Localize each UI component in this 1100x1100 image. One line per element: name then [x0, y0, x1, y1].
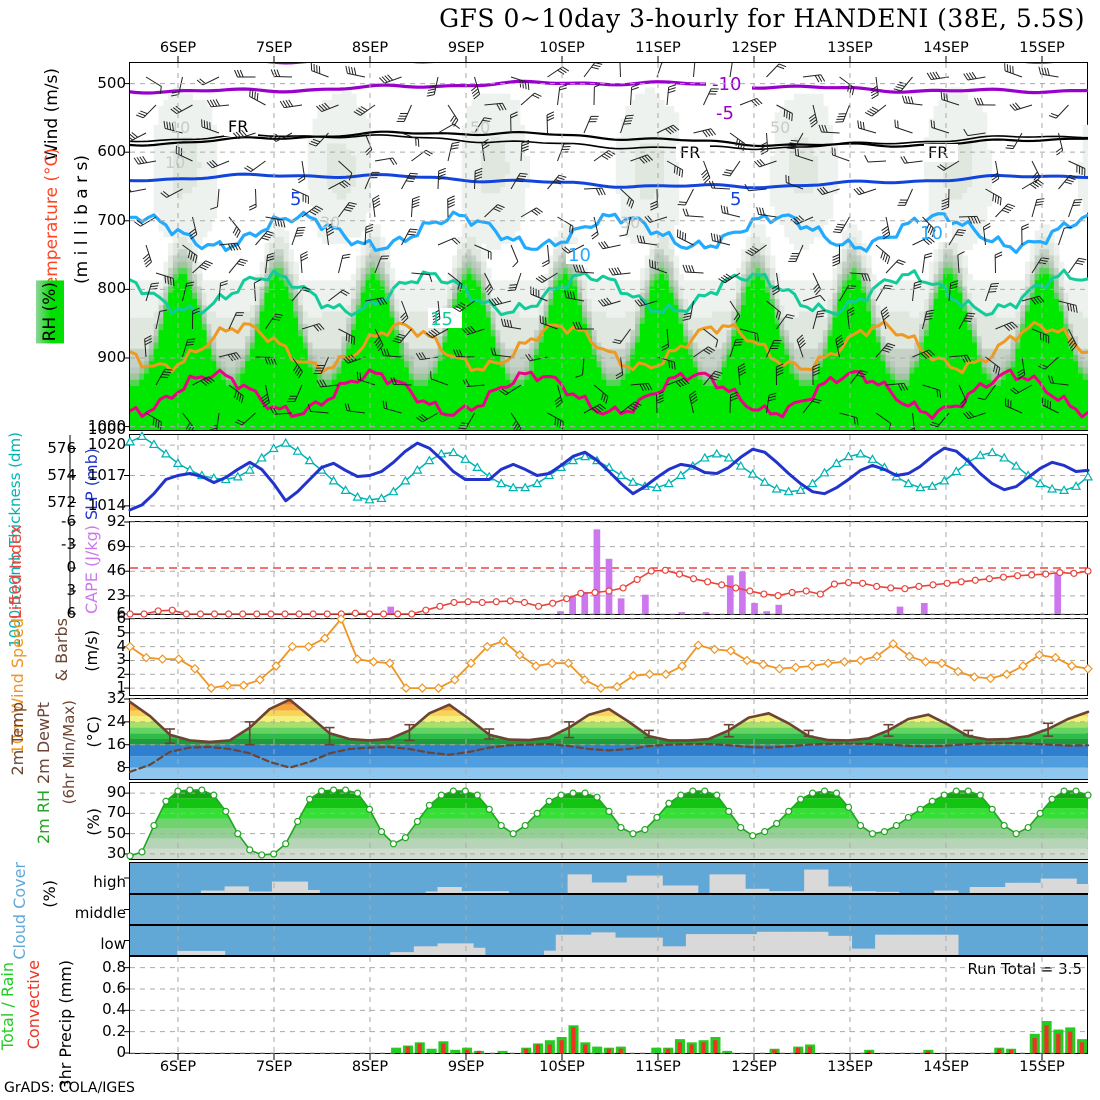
time-axis-label: 9SEP [447, 40, 485, 56]
axis-tick-label: 700 [97, 210, 126, 229]
axis-tick-label: 46 [106, 561, 126, 580]
label-minmax: (6hr Min/Max) [60, 700, 78, 805]
label-rh-text: RH (%) [40, 282, 60, 342]
axis-tick-label: 0.6 [102, 979, 126, 997]
time-axis-label: 10SEP [539, 1059, 585, 1075]
panel-cape-lifted-index [129, 521, 1088, 615]
label-cloud-cover: Cloud Cover [10, 862, 29, 960]
cloud-level-label: low [100, 935, 126, 953]
label-millibars: (m i l l i b a r s) [72, 155, 92, 285]
axis-tick-label: 1017 [87, 465, 126, 484]
label-temperature: Temperature (°C) [42, 148, 62, 295]
time-axis-label: 9SEP [447, 1059, 485, 1075]
panel-cloud-low [129, 925, 1088, 956]
time-axis-label: 8SEP [351, 1059, 389, 1075]
axis-tick-label: 24 [106, 711, 126, 730]
axis-tick-label: 0 [66, 558, 76, 576]
time-axis-label: 10SEP [539, 40, 585, 56]
time-axis-label: 11SEP [635, 40, 681, 56]
time-axis-label: 14SEP [923, 40, 969, 56]
panel-precip [129, 956, 1088, 1054]
label-convective: Convective [24, 960, 43, 1050]
label-cape: CAPE (J/kg) [82, 525, 101, 614]
axis-tick-label: 30 [106, 843, 126, 862]
axis-tick-label: 0.2 [102, 1021, 126, 1040]
label-wind-barbs: & Barbs [52, 618, 71, 682]
time-axis-label: 7SEP [255, 40, 293, 56]
label-total-rain: Total / Rain [0, 962, 17, 1051]
time-axis-label: 15SEP [1019, 1059, 1065, 1075]
run-total-label: Run Total = 3.5 [967, 960, 1082, 978]
label-rh: RH (%) [36, 280, 64, 344]
axis-tick-label: 0.4 [102, 1000, 126, 1019]
time-axis-label: 13SEP [827, 40, 873, 56]
time-axis-label: 12SEP [731, 1059, 777, 1075]
label-2m-temp: 2m Temp [8, 702, 27, 776]
axis-tick-label: 8 [116, 757, 126, 776]
axis-tick-label: -6 [61, 512, 76, 530]
time-axis-label: 15SEP [1019, 40, 1065, 56]
panel-slp-thickness [129, 434, 1088, 517]
label-rh-units: (%) [84, 808, 103, 836]
axis-tick-label: 23 [106, 585, 126, 604]
label-2m-rh: 2m RH [34, 790, 53, 844]
panel-2m-rh [129, 782, 1088, 860]
cloud-level-label: high [93, 873, 126, 891]
time-axis-label: 12SEP [731, 40, 777, 56]
panel-2m-temp [129, 698, 1088, 780]
time-axis-label: 11SEP [635, 1059, 681, 1075]
axis-tick-label: 50 [106, 823, 126, 842]
time-axis-label: 8SEP [351, 40, 389, 56]
time-axis-label: 7SEP [255, 1059, 293, 1075]
page-title: GFS 0~10day 3-hourly for HANDENI (38E, 5… [439, 4, 1085, 33]
time-axis-label: 13SEP [827, 1059, 873, 1075]
axis-tick-label: 500 [97, 73, 126, 92]
axis-tick-label: 800 [97, 279, 126, 298]
axis-tick-label: 0 [116, 1043, 126, 1061]
axis-tick-label: 32 [106, 689, 126, 707]
axis-tick-label: -3 [61, 535, 76, 553]
axis-tick-label: 600 [97, 142, 126, 161]
axis-tick-label: 574 [47, 465, 76, 484]
label-wind-units: Wind (m/s) [42, 68, 62, 161]
panel-10m-wind [129, 618, 1088, 696]
panel-cloud-high [129, 862, 1088, 894]
time-axis-label: 14SEP [923, 1059, 969, 1075]
time-axis-label: 6SEP [159, 40, 197, 56]
time-axis-bottom: 6SEP 7SEP 8SEP 9SEP 10SEP 11SEP 12SEP 13SEP 14SE… [0, 1055, 1100, 1077]
label-temp-units: (°C) [84, 716, 103, 748]
panel-upper-air [129, 62, 1088, 431]
label-wind-ms: (m/s) [82, 630, 101, 672]
axis-tick-label: 70 [106, 803, 126, 822]
axis-tick-label: 3 [66, 581, 76, 599]
axis-tick-label: 576 [47, 438, 76, 457]
label-cloud-units: (%) [40, 880, 59, 908]
axis-tick-label: 572 [47, 492, 76, 511]
time-axis-top: 6SEP 7SEP 8SEP 9SEP 10SEP 11SEP 12SEP 13SEP 14SE… [0, 40, 1100, 62]
panel-cloud-middle [129, 894, 1088, 925]
label-2m-dewpt: 2m DewPt [34, 702, 53, 785]
label-lifted-index: Lifted Index [6, 525, 25, 620]
credit-label: GrADS: COLA/IGES [4, 1080, 135, 1096]
axis-tick-label: 69 [106, 536, 126, 555]
axis-tick-label: 90 [106, 783, 126, 802]
axis-tick-label: 1000 [87, 420, 126, 438]
cloud-level-label: middle [74, 904, 126, 922]
axis-tick-label: 16 [106, 734, 126, 753]
axis-tick-label: 6 [66, 604, 76, 622]
axis-tick-label: 900 [97, 347, 126, 366]
axis-tick-label: 92 [106, 512, 126, 530]
time-axis-label: 6SEP [159, 1059, 197, 1075]
axis-tick-label: 0.8 [102, 957, 126, 976]
